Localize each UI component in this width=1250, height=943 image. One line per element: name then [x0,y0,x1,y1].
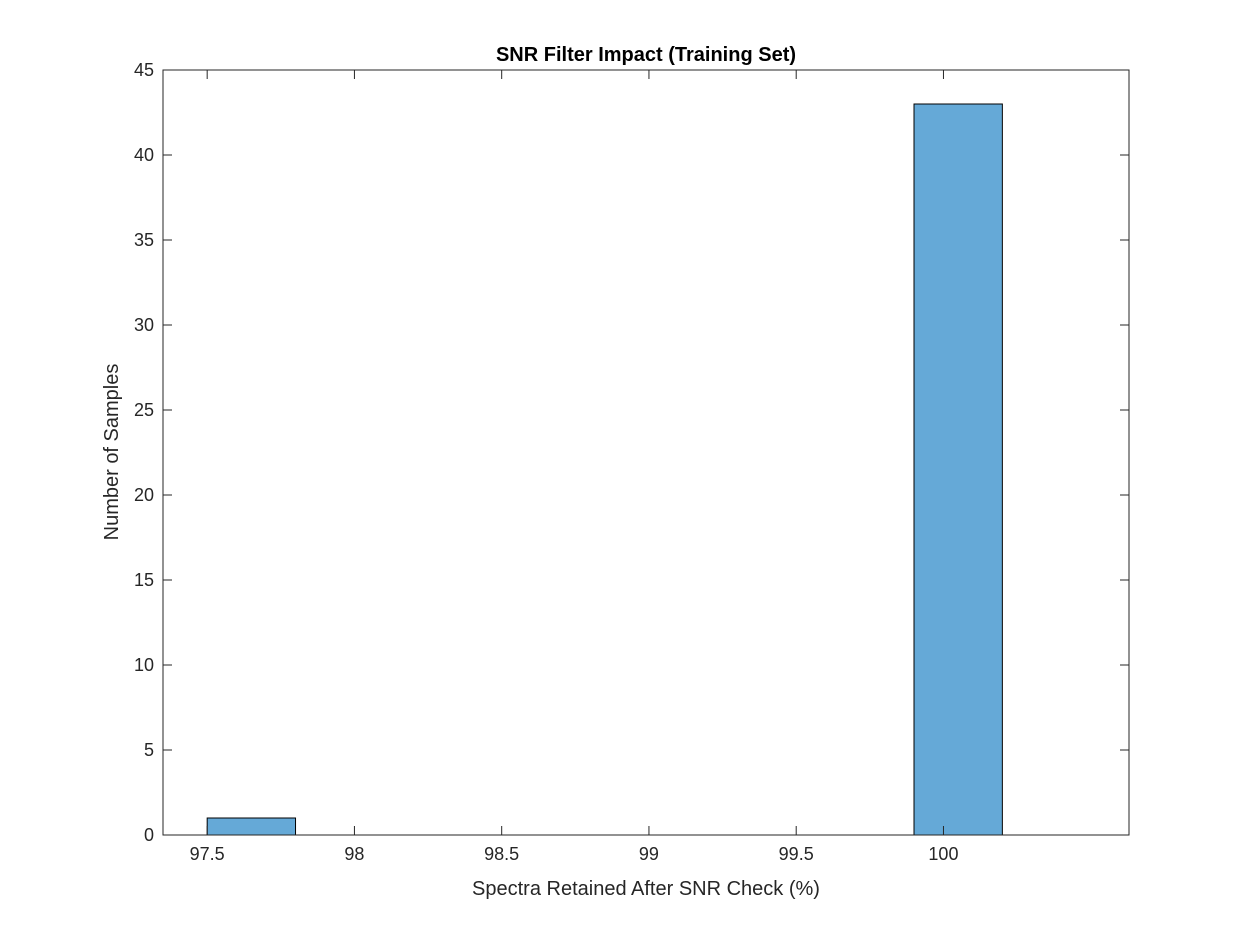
x-tick-label: 98 [344,844,364,864]
x-axis-label: Spectra Retained After SNR Check (%) [472,878,820,900]
x-tick-label: 100 [928,844,958,864]
y-tick-label: 40 [134,145,154,165]
y-tick-label: 0 [144,825,154,845]
y-tick-label: 45 [134,60,154,80]
x-tick-label: 97.5 [190,844,225,864]
y-axis-label: Number of Samples [101,364,123,541]
y-tick-label: 35 [134,230,154,250]
y-tick-label: 25 [134,400,154,420]
axes-box [162,69,1130,836]
y-tick-label: 10 [134,655,154,675]
histogram-bar [913,103,1003,836]
y-tick-label: 15 [134,570,154,590]
histogram-bar [206,817,297,836]
y-tick-label: 20 [134,485,154,505]
x-tick-label: 99 [639,844,659,864]
y-tick-label: 30 [134,315,154,335]
x-tick-label: 98.5 [484,844,519,864]
chart-title: SNR Filter Impact (Training Set) [496,44,796,66]
x-tick-label: 99.5 [779,844,814,864]
y-tick-label: 5 [144,740,154,760]
